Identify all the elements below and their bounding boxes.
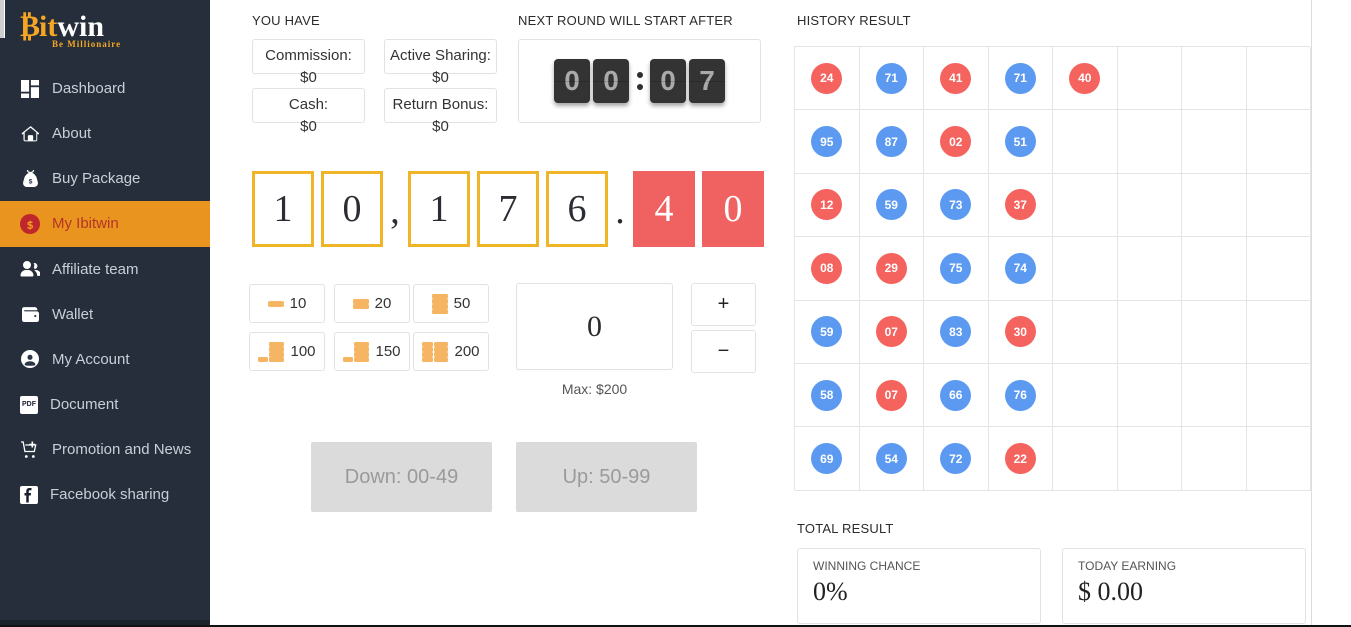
svg-text:$: $: [28, 179, 32, 186]
